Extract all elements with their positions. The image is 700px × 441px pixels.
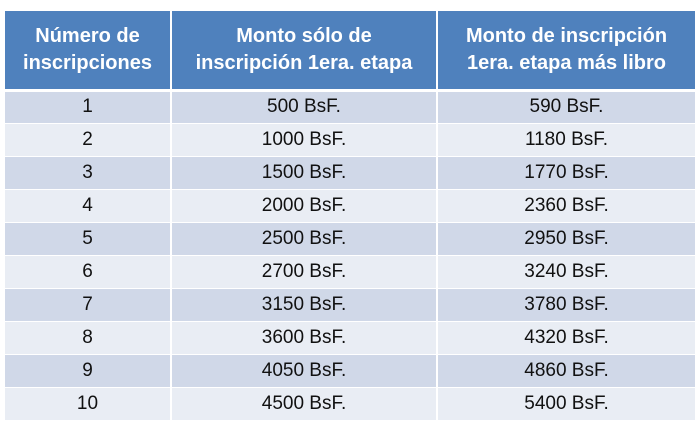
table-row: 8 3600 BsF. 4320 BsF. xyxy=(5,321,695,355)
cell-registration-amount: 4500 BsF. xyxy=(171,387,438,421)
header-registration-only-amount: Monto sólo de inscripción 1era. etapa xyxy=(171,11,438,92)
table-row: 10 4500 BsF. 5400 BsF. xyxy=(5,387,695,421)
table-header: Número de inscripciones Monto sólo de in… xyxy=(5,11,695,92)
table-row: 4 2000 BsF. 2360 BsF. xyxy=(5,189,695,223)
cell-registration-amount: 500 BsF. xyxy=(171,90,438,124)
cell-registration-amount: 2700 BsF. xyxy=(171,255,438,289)
cell-registration-amount: 2500 BsF. xyxy=(171,222,438,256)
cell-registration-book-amount: 1180 BsF. xyxy=(437,123,695,157)
header-line: Monto sólo de xyxy=(236,24,372,47)
cell-registration-book-amount: 1770 BsF. xyxy=(437,156,695,190)
cell-registrations: 6 xyxy=(5,255,172,289)
header-line: Monto de inscripción xyxy=(465,24,668,47)
cell-registrations: 4 xyxy=(5,189,172,223)
cell-registration-book-amount: 3240 BsF. xyxy=(437,255,695,289)
table-row: 6 2700 BsF. 3240 BsF. xyxy=(5,255,695,289)
cell-registrations: 5 xyxy=(5,222,172,256)
header-line: inscripción 1era. etapa xyxy=(195,51,413,74)
table-row: 5 2500 BsF. 2950 BsF. xyxy=(5,222,695,256)
cell-registration-amount: 1500 BsF. xyxy=(171,156,438,190)
cell-registration-amount: 4050 BsF. xyxy=(171,354,438,388)
cell-registration-amount: 2000 BsF. xyxy=(171,189,438,223)
cell-registration-amount: 1000 BsF. xyxy=(171,123,438,157)
header-line: 1era. etapa más libro xyxy=(467,51,666,74)
cell-registrations: 1 xyxy=(5,90,172,124)
table-row: 3 1500 BsF. 1770 BsF. xyxy=(5,156,695,190)
header-registration-plus-book-amount: Monto de inscripción 1era. etapa más lib… xyxy=(437,11,695,92)
cell-registrations: 2 xyxy=(5,123,172,157)
table-body: 1 500 BsF. 590 BsF. 2 1000 BsF. 1180 BsF… xyxy=(5,90,695,421)
cell-registrations: 10 xyxy=(5,387,172,421)
cell-registrations: 7 xyxy=(5,288,172,322)
cell-registration-book-amount: 5400 BsF. xyxy=(437,387,695,421)
header-line: Número de xyxy=(35,24,140,47)
cell-registration-amount: 3600 BsF. xyxy=(171,321,438,355)
cell-registration-book-amount: 4860 BsF. xyxy=(437,354,695,388)
cell-registrations: 9 xyxy=(5,354,172,388)
cell-registration-book-amount: 2950 BsF. xyxy=(437,222,695,256)
table-row: 9 4050 BsF. 4860 BsF. xyxy=(5,354,695,388)
table-row: 1 500 BsF. 590 BsF. xyxy=(5,90,695,124)
header-row: Número de inscripciones Monto sólo de in… xyxy=(5,11,695,92)
cell-registrations: 8 xyxy=(5,321,172,355)
header-registrations-count: Número de inscripciones xyxy=(5,11,172,92)
registration-fees-table: Número de inscripciones Monto sólo de in… xyxy=(5,11,695,421)
cell-registration-amount: 3150 BsF. xyxy=(171,288,438,322)
cell-registration-book-amount: 2360 BsF. xyxy=(437,189,695,223)
header-line: inscripciones xyxy=(23,51,152,74)
table-row: 2 1000 BsF. 1180 BsF. xyxy=(5,123,695,157)
cell-registration-book-amount: 3780 BsF. xyxy=(437,288,695,322)
cell-registration-book-amount: 590 BsF. xyxy=(437,90,695,124)
table-row: 7 3150 BsF. 3780 BsF. xyxy=(5,288,695,322)
cell-registration-book-amount: 4320 BsF. xyxy=(437,321,695,355)
cell-registrations: 3 xyxy=(5,156,172,190)
